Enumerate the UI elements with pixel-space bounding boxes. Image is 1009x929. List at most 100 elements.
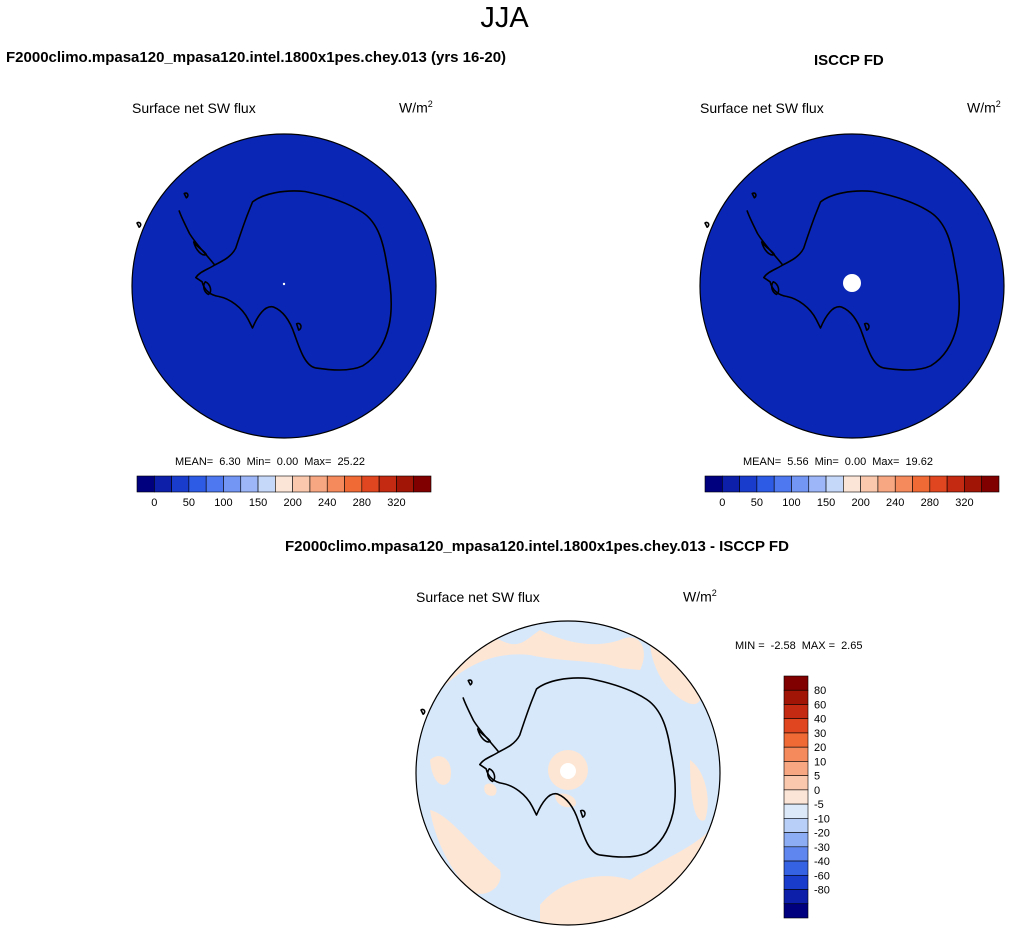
colorbar-tick-label: 320 [387, 497, 405, 509]
colorbar-swatch [783, 675, 809, 691]
colorbar-swatch [783, 761, 809, 776]
antarctica-coastline [195, 190, 393, 371]
panel3-missing-pole [560, 763, 576, 779]
colorbar-swatch [773, 475, 792, 493]
colorbar-tick-label: -10 [814, 813, 830, 825]
island-outline [136, 221, 142, 229]
island-outline [751, 192, 757, 199]
colorbar-swatch [843, 475, 861, 493]
colorbar-tick-label: 200 [851, 497, 869, 509]
colorbar-swatch [205, 475, 224, 493]
colorbar-tick-label: 280 [921, 497, 939, 509]
colorbar-tick-label: -30 [814, 842, 830, 854]
antarctica-coastline [763, 190, 961, 371]
colorbar-swatch [756, 475, 775, 493]
colorbar-tick-label: -40 [814, 856, 830, 868]
colorbar-swatch [783, 874, 809, 890]
colorbar-swatch [396, 475, 415, 493]
colorbar-tick-label: 0 [719, 497, 725, 509]
island-outline [202, 280, 212, 296]
panel2-colorbar: 0 50 100 150 200 240 280 320 [704, 475, 1000, 509]
colorbar-swatch [378, 475, 397, 493]
colorbar-swatch [783, 732, 809, 748]
colorbar-swatch [783, 889, 809, 905]
colorbar-swatch [136, 475, 155, 493]
colorbar-tick-label: 60 [814, 699, 826, 711]
colorbar-swatch [153, 475, 172, 493]
colorbar-swatch [825, 475, 844, 493]
colorbar-swatch [739, 475, 758, 493]
panel2-map [699, 133, 1005, 439]
panel2-missing-pole [843, 274, 861, 292]
panel1-colorbar: 0 50 100 150 200 240 280 320 [136, 475, 432, 509]
season-title: JJA [480, 2, 529, 34]
panel1-missing-pole [282, 282, 286, 286]
island-outline [770, 280, 780, 296]
panel3-subtitle: Surface net SW flux [416, 589, 540, 605]
colorbar-tick-label: 100 [782, 497, 800, 509]
island-outline [760, 241, 776, 256]
panel1-map-border [131, 133, 437, 439]
colorbar-swatch [791, 475, 810, 493]
panel1-subtitle: Surface net SW flux [132, 100, 256, 116]
colorbar-tick-label: 20 [814, 742, 826, 754]
colorbar-tick-label: 280 [353, 497, 371, 509]
colorbar-swatch [188, 475, 207, 493]
colorbar-tick-label: 0 [814, 785, 820, 797]
colorbar-swatch [344, 475, 363, 493]
colorbar-tick-label: 0 [151, 497, 157, 509]
island-outline [295, 322, 302, 331]
panel3-units: W/m2 [683, 588, 717, 605]
colorbar-swatch [783, 704, 809, 720]
island-outline [486, 767, 496, 783]
colorbar-swatch [413, 475, 432, 493]
colorbar-swatch [704, 475, 723, 493]
colorbar-swatch [275, 475, 293, 493]
panel2-antarctica-outline [704, 190, 961, 371]
colorbar-swatch [946, 475, 965, 493]
colorbar-tick-label: 320 [955, 497, 973, 509]
antarctic-peninsula [178, 210, 216, 266]
colorbar-tick-label: 40 [814, 714, 826, 726]
panel3-title: F2000climo.mpasa120_mpasa120.intel.1800x… [285, 538, 789, 555]
antarctic-peninsula [462, 697, 500, 753]
panel2-units: W/m2 [967, 99, 1001, 116]
colorbar-swatch [223, 475, 242, 493]
island-outline [476, 728, 492, 743]
colorbar-swatch [783, 689, 809, 705]
panel3-map-border [415, 620, 721, 926]
colorbar-swatch [783, 789, 809, 805]
colorbar-swatch [171, 475, 190, 493]
colorbar-tick-label: -80 [814, 885, 830, 897]
island-outline [467, 679, 473, 686]
colorbar-swatch [240, 475, 259, 493]
colorbar-swatch [783, 803, 809, 819]
island-outline [420, 708, 426, 716]
colorbar-swatch [981, 475, 1000, 493]
colorbar-swatch [783, 903, 809, 919]
colorbar-tick-label: 50 [183, 497, 195, 509]
colorbar-tick-label: 240 [318, 497, 336, 509]
panel1-stats: MEAN= 6.30 Min= 0.00 Max= 25.22 [175, 456, 365, 468]
colorbar-swatch [860, 475, 879, 493]
colorbar-swatch [808, 475, 827, 493]
colorbar-swatch [894, 475, 913, 493]
panel2-map-border [699, 133, 1005, 439]
panel1-antarctica-outline [136, 190, 393, 371]
colorbar-swatch [309, 475, 328, 493]
panel3-map [415, 620, 721, 926]
colorbar-tick-label: 150 [817, 497, 835, 509]
colorbar-swatch [877, 475, 896, 493]
colorbar-tick-label: 80 [814, 685, 826, 697]
colorbar-swatch [929, 475, 948, 493]
panel1-map [131, 133, 437, 439]
colorbar-tick-label: 10 [814, 756, 826, 768]
colorbar-tick-label: 200 [283, 497, 301, 509]
panel2-title: ISCCP FD [814, 52, 884, 69]
antarctic-peninsula [746, 210, 784, 266]
island-outline [704, 221, 710, 229]
colorbar-tick-label: 100 [214, 497, 232, 509]
colorbar-swatch [783, 832, 809, 848]
panel3-colorbar: 80 60 40 30 20 10 5 0 -5 -10 -20 -30 -40 -60 -80 [783, 675, 830, 919]
